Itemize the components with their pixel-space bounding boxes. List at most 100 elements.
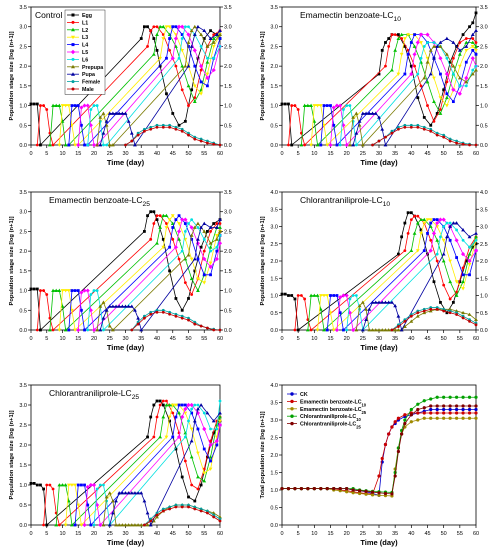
data-point [165, 399, 168, 403]
data-point [354, 111, 359, 115]
data-point [287, 143, 290, 147]
data-point [322, 328, 326, 332]
y-tick-label: 3.5 [19, 5, 27, 11]
data-point [390, 68, 394, 72]
data-point [329, 294, 332, 297]
data-point [92, 104, 96, 107]
series-male [143, 505, 222, 527]
y2-tick-label: 4.0 [480, 190, 488, 196]
data-point [161, 237, 165, 241]
y-tick-label: 0.0 [270, 328, 278, 334]
data-point [161, 123, 165, 127]
data-point [161, 415, 166, 419]
series-pupa [107, 403, 222, 527]
chart-title: Chlorantraniliprole-LC25 [49, 388, 139, 401]
x-tick-label: 35 [392, 531, 398, 537]
data-point [386, 300, 391, 304]
data-point [133, 308, 137, 312]
data-point [399, 328, 404, 332]
data-point [370, 300, 375, 304]
data-point [390, 300, 394, 304]
data-point [136, 316, 140, 320]
data-point [416, 96, 420, 100]
series-l6 [345, 221, 478, 332]
data-point [299, 143, 304, 147]
data-point [186, 253, 191, 257]
plot-frame [30, 191, 221, 331]
y-tick-label: 2.5 [19, 423, 27, 429]
data-point [92, 289, 96, 292]
data-point [364, 317, 368, 322]
x-tick-label: 15 [327, 531, 333, 537]
series-l5 [82, 402, 223, 528]
data-point [409, 314, 413, 318]
data-point [429, 397, 433, 401]
data-point [384, 64, 387, 68]
data-point [54, 288, 59, 292]
data-point [168, 419, 171, 423]
data-point [380, 48, 384, 52]
data-point [82, 103, 87, 108]
series-l5 [76, 24, 223, 148]
data-point [351, 294, 355, 297]
x-tick-label: 40 [408, 336, 414, 342]
data-point [416, 125, 420, 129]
data-point [177, 237, 181, 241]
data-point [464, 259, 468, 263]
data-point [429, 129, 433, 133]
data-point [146, 214, 149, 218]
data-point [180, 64, 185, 68]
data-point [190, 237, 194, 241]
series-female [124, 123, 222, 147]
data-point [461, 310, 465, 315]
series-female [371, 123, 478, 147]
data-point [455, 416, 459, 420]
data-point [199, 324, 203, 328]
data-point [180, 503, 184, 507]
data-point [202, 471, 207, 475]
legend-label: Prepupa [82, 65, 103, 71]
legend-swatch-marker [71, 27, 75, 32]
data-point [432, 218, 436, 221]
data-point [215, 249, 219, 253]
data-point [383, 442, 388, 447]
data-point [202, 281, 207, 285]
data-point [80, 308, 83, 312]
y-tick-label: 0.5 [270, 123, 278, 129]
y-tick-label: 1.0 [19, 483, 27, 489]
data-point [409, 211, 413, 215]
x-tick-label: 60 [473, 151, 479, 157]
data-point [124, 143, 127, 147]
data-point [211, 511, 216, 515]
data-point [76, 327, 81, 333]
data-point [409, 71, 414, 77]
series-pupa [360, 221, 478, 332]
data-point [425, 32, 430, 37]
data-point [406, 211, 410, 215]
data-point [435, 133, 439, 137]
data-point [149, 210, 153, 214]
data-point [419, 84, 423, 88]
x-tick-label: 0 [29, 531, 32, 537]
data-point [211, 36, 216, 40]
data-point [192, 257, 197, 261]
x-tick-label: 45 [424, 336, 430, 342]
data-point [164, 213, 169, 218]
data-point [130, 328, 134, 332]
data-point [209, 230, 212, 233]
data-point [455, 139, 458, 143]
series-l1 [287, 33, 478, 147]
data-point [95, 143, 100, 147]
series-line-male [125, 126, 221, 146]
data-point [180, 249, 184, 253]
y-tick-label: 1.5 [270, 84, 278, 90]
x-tick-label: 35 [138, 336, 144, 342]
data-point [445, 104, 449, 108]
legend-item-female: Female [67, 80, 100, 86]
y2-tick-label: 2.0 [224, 249, 232, 255]
data-point [280, 487, 284, 491]
data-point [161, 399, 165, 403]
data-point [429, 127, 433, 131]
data-point [161, 403, 165, 407]
data-point [438, 217, 443, 222]
